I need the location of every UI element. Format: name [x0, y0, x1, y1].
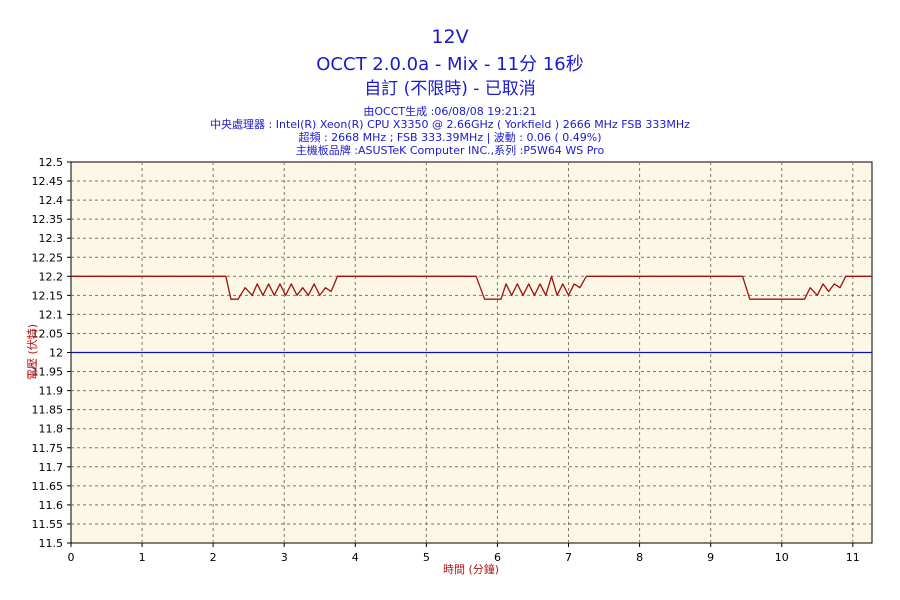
y-tick-label: 11.95 [32, 366, 64, 379]
x-tick-label: 5 [423, 551, 430, 564]
y-tick-label: 11.5 [39, 537, 64, 550]
y-tick-label: 12.35 [32, 213, 64, 226]
chart-title: 12V [431, 26, 469, 48]
y-tick-label: 11.75 [32, 442, 64, 455]
x-axis: 0 1 2 3 4 5 6 7 8 9 10 11 [68, 543, 860, 564]
y-tick-label: 11.7 [39, 461, 64, 474]
y-tick-label: 12.15 [32, 289, 64, 302]
x-tick-label: 7 [565, 551, 572, 564]
y-axis-title: 電壓 (伏特) [25, 324, 39, 380]
test-status: 自訂 (不限時) - 已取消 [364, 79, 536, 99]
y-axis: 12.5 12.45 12.4 12.35 12.3 12.25 12.2 12.15 12.1… [32, 156, 71, 550]
y-tick-label: 12.1 [39, 308, 64, 321]
x-tick-label: 4 [352, 551, 359, 564]
x-tick-label: 0 [68, 551, 75, 564]
y-tick-label: 12.2 [39, 270, 64, 283]
y-tick-label: 11.6 [39, 499, 64, 512]
x-tick-label: 10 [775, 551, 789, 564]
series-layer [71, 275, 872, 354]
x-tick-label: 8 [636, 551, 643, 564]
grid [71, 162, 872, 543]
motherboard-info: 主機板品牌 :ASUSTeK Computer INC.,系列 :P5W64 W… [295, 144, 605, 157]
x-tick-label: 2 [210, 551, 217, 564]
y-tick-label: 11.8 [39, 423, 64, 436]
y-tick-label: 12.5 [39, 156, 64, 169]
series-12v-line [71, 275, 872, 300]
y-tick-label: 12.05 [32, 327, 64, 340]
x-axis-title: 時間 (分鐘) [443, 562, 499, 576]
x-tick-label: 1 [139, 551, 146, 564]
y-tick-label: 11.85 [32, 404, 64, 417]
y-tick-label: 12.45 [32, 175, 64, 188]
y-tick-label: 11.9 [39, 385, 64, 398]
chart-subtitle: OCCT 2.0.0a - Mix - 11分 16秒 [316, 54, 584, 75]
cpu-info: 中央處理器 : Intel(R) Xeon(R) CPU X3350 @ 2.6… [210, 118, 690, 131]
y-tick-label: 12.4 [39, 194, 64, 207]
y-tick-label: 12.25 [32, 251, 64, 264]
overclock-info: 超頻 : 2668 MHz ; FSB 333.39MHz | 波動 : 0.0… [298, 131, 602, 144]
y-tick-label: 12 [49, 347, 63, 360]
x-tick-label: 6 [494, 551, 501, 564]
y-tick-label: 11.65 [32, 480, 64, 493]
generated-info: 由OCCT生成 :06/08/08 19:21:21 [363, 105, 537, 118]
y-tick-label: 12.3 [39, 232, 64, 245]
x-tick-label: 9 [707, 551, 714, 564]
x-tick-label: 3 [281, 551, 288, 564]
y-tick-label: 11.55 [32, 518, 64, 531]
x-tick-label: 11 [846, 551, 860, 564]
